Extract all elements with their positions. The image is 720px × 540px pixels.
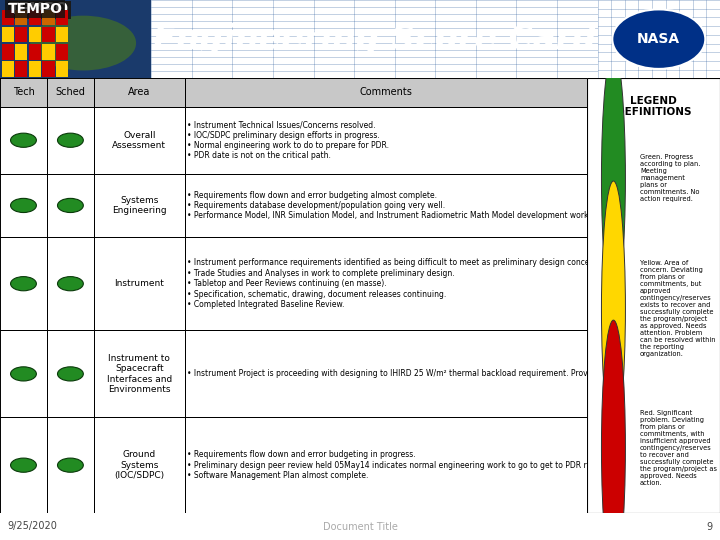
- Bar: [1, 61, 14, 77]
- Circle shape: [612, 9, 706, 69]
- Bar: [1, 10, 14, 25]
- Ellipse shape: [58, 367, 84, 381]
- Text: Systems
Engineering: Systems Engineering: [112, 195, 166, 215]
- Bar: [42, 61, 55, 77]
- Bar: [29, 9, 41, 25]
- Text: Green. Progress
according to plan.
Meeting
management
plans or
commitments. No
a: Green. Progress according to plan. Meeti…: [640, 154, 701, 202]
- Ellipse shape: [601, 320, 626, 540]
- Bar: [15, 9, 27, 25]
- Ellipse shape: [58, 458, 84, 472]
- Ellipse shape: [11, 133, 37, 147]
- Bar: [15, 27, 27, 42]
- Bar: [0, 417, 587, 513]
- Ellipse shape: [11, 367, 37, 381]
- Bar: [1, 61, 14, 77]
- Bar: [29, 26, 41, 42]
- Bar: [1, 26, 14, 42]
- Ellipse shape: [58, 133, 84, 147]
- Ellipse shape: [58, 198, 84, 213]
- Bar: [42, 44, 55, 59]
- Bar: [29, 10, 41, 25]
- Bar: [42, 61, 55, 77]
- Text: TEMPO: TEMPO: [9, 2, 69, 17]
- Bar: [1, 9, 14, 25]
- Text: 9: 9: [706, 522, 713, 531]
- Ellipse shape: [601, 181, 626, 436]
- Bar: [29, 61, 41, 77]
- Text: • Instrument Technical Issues/Concerns resolved.
• IOC/SDPC preliminary design e: • Instrument Technical Issues/Concerns r…: [187, 120, 390, 160]
- Bar: [42, 27, 55, 42]
- Text: Overall
Assessment: Overall Assessment: [112, 131, 166, 150]
- Text: • Instrument performance requirements identified as being difficult to meet as p: • Instrument performance requirements id…: [187, 259, 720, 309]
- Text: • Instrument Project is proceeding with designing to IHIRD 25 W/m² thermal backl: • Instrument Project is proceeding with …: [187, 369, 720, 379]
- Bar: [15, 44, 27, 59]
- Text: LEGEND
DEFINITIONS: LEGEND DEFINITIONS: [616, 96, 691, 117]
- Text: Ground
Systems
(IOC/SDPC): Ground Systems (IOC/SDPC): [114, 450, 164, 480]
- Bar: [15, 26, 27, 42]
- Text: • Requirements flow down and error budgeting almost complete.
• Requirements dat: • Requirements flow down and error budge…: [187, 191, 631, 220]
- Bar: [0, 237, 587, 330]
- Ellipse shape: [11, 276, 37, 291]
- Bar: [29, 61, 41, 77]
- Bar: [56, 27, 68, 42]
- Bar: [42, 10, 55, 25]
- Bar: [1, 44, 14, 59]
- Text: Instrument: Instrument: [114, 279, 164, 288]
- Bar: [0, 78, 587, 106]
- Ellipse shape: [11, 458, 37, 472]
- Bar: [56, 61, 68, 77]
- Bar: [56, 10, 68, 25]
- Bar: [42, 44, 55, 59]
- Bar: [56, 44, 68, 59]
- Text: Red. Significant
problem. Deviating
from plans or
commitments, with
insufficient: Red. Significant problem. Deviating from…: [640, 410, 717, 486]
- Ellipse shape: [11, 198, 37, 213]
- Ellipse shape: [601, 51, 626, 306]
- Bar: [29, 44, 41, 59]
- Bar: [15, 44, 27, 59]
- Bar: [56, 9, 68, 25]
- Bar: [42, 26, 55, 42]
- Text: Engineering Score Card: Engineering Score Card: [153, 23, 596, 56]
- Text: 9/25/2020: 9/25/2020: [7, 522, 57, 531]
- Text: Tech: Tech: [12, 87, 35, 97]
- Text: Instrument to
Spacecraft
Interfaces and
Environments: Instrument to Spacecraft Interfaces and …: [107, 354, 172, 394]
- Ellipse shape: [58, 276, 84, 291]
- Bar: [15, 10, 27, 25]
- Text: NASA: NASA: [637, 32, 680, 46]
- Bar: [0, 330, 587, 417]
- Text: Area: Area: [128, 87, 150, 97]
- Bar: [15, 61, 27, 77]
- Bar: [0, 106, 587, 174]
- Bar: [56, 26, 68, 42]
- Ellipse shape: [30, 16, 136, 71]
- Text: Comments: Comments: [359, 87, 413, 97]
- Bar: [29, 44, 41, 59]
- Text: • Requirements flow down and error budgeting in progress.
• Preliminary design p: • Requirements flow down and error budge…: [187, 450, 624, 480]
- Text: Sched: Sched: [55, 87, 86, 97]
- Text: Yellow. Area of
concern. Deviating
from plans or
commitments, but
approved
conti: Yellow. Area of concern. Deviating from …: [640, 260, 716, 357]
- Bar: [42, 9, 55, 25]
- Text: Document Title: Document Title: [323, 522, 397, 531]
- Bar: [29, 27, 41, 42]
- Bar: [1, 27, 14, 42]
- Text: TEMPO: TEMPO: [7, 2, 63, 16]
- Bar: [56, 44, 68, 59]
- Bar: [56, 61, 68, 77]
- Bar: [1, 44, 14, 59]
- Bar: [0, 174, 587, 237]
- Bar: [15, 61, 27, 77]
